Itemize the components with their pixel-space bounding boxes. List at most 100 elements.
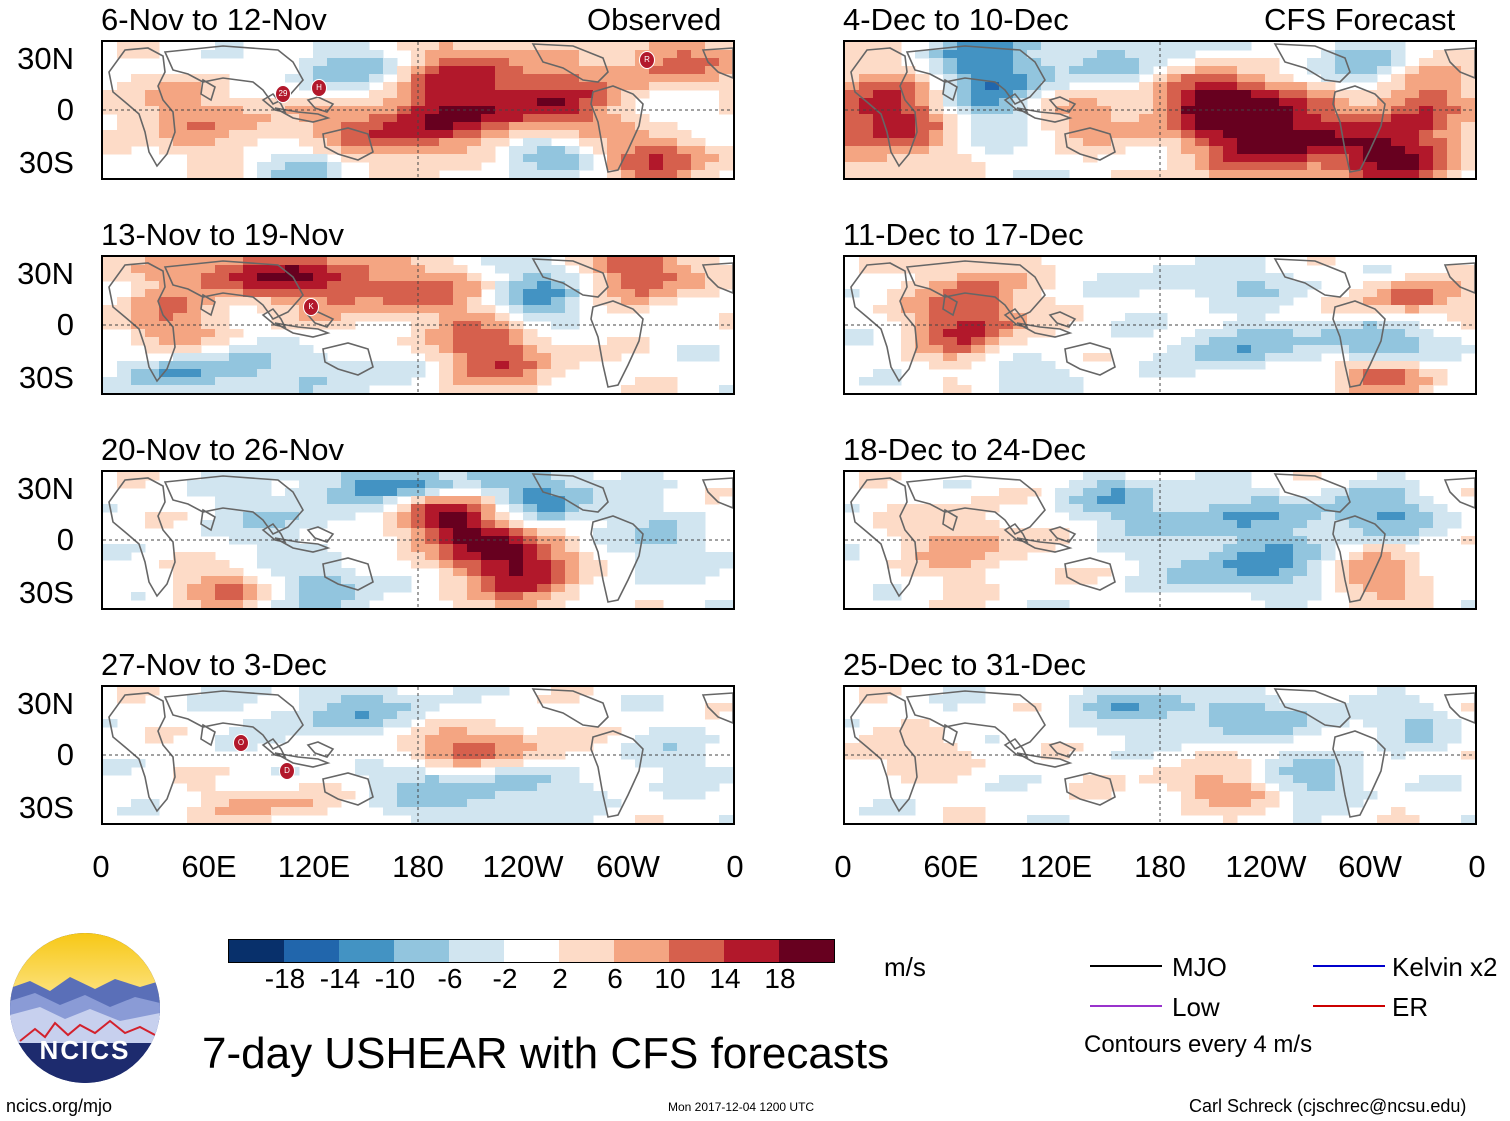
field-cell [509,759,524,768]
field-cell [187,560,202,569]
field-cell [327,297,342,306]
field-cell [621,743,636,752]
field-cell [131,82,146,91]
field-cell [551,695,566,704]
field-cell [509,767,524,776]
field-cell [971,90,986,99]
field-cell [327,98,342,107]
field-cell [313,130,328,139]
field-cell [915,727,930,736]
field-cell [1097,496,1112,505]
field-cell [943,504,958,513]
field-cell [439,162,454,171]
field-cell [845,90,860,99]
field-cell [327,592,342,601]
field-cell [1405,305,1420,314]
field-cell [327,146,342,155]
field-cell [621,512,636,521]
field-cell [453,361,468,370]
field-cell [145,472,160,481]
field-cell [1055,42,1070,51]
field-cell [649,170,664,178]
field-cell [537,512,552,521]
field-cell [1251,552,1266,561]
field-cell [915,719,930,728]
field-cell [159,560,174,569]
x-tick-label: 60W [1338,849,1402,884]
field-cell [453,496,468,505]
field-cell [439,50,454,59]
field-cell [1083,353,1098,362]
field-cell [663,50,678,59]
field-cell [187,170,202,178]
field-cell [495,584,510,593]
field-cell [691,162,706,171]
field-cell [439,472,454,481]
field-cell [1125,488,1140,497]
field-cell [1069,576,1084,585]
field-cell [509,122,524,131]
field-cell [1349,369,1364,378]
field-cell [257,807,272,816]
field-cell [1265,488,1280,497]
field-cell [341,257,356,266]
field-cell [1097,66,1112,75]
field-cell [691,560,706,569]
field-cell [1223,82,1238,91]
field-cell [1069,106,1084,115]
field-cell [1097,711,1112,720]
field-cell [1223,289,1238,298]
field-cell [201,799,216,808]
field-cell [663,273,678,282]
field-cell [929,727,944,736]
field-cell [439,329,454,338]
field-cell [705,735,720,744]
field-cell [327,170,342,178]
field-cell [299,369,314,378]
field-cell [453,687,468,696]
field-cell [173,90,188,99]
field-cell [439,98,454,107]
field-cell [1237,305,1252,314]
field-cell [705,353,720,362]
field-cell [1097,480,1112,489]
field-cell [887,297,902,306]
field-cell [201,480,216,489]
field-cell [943,520,958,529]
field-cell [453,281,468,290]
field-cell [229,50,244,59]
field-cell [523,775,538,784]
field-cell [1265,114,1280,123]
field-cell [971,584,986,593]
field-cell [355,496,370,505]
field-cell [1055,82,1070,91]
field-cell [1335,807,1350,816]
field-cell [481,98,496,107]
field-cell [1181,576,1196,585]
field-cell [1363,337,1378,346]
field-cell [215,98,230,107]
field-cell [607,146,622,155]
field-cell [1405,66,1420,75]
field-cell [509,536,524,545]
field-cell [859,138,874,147]
field-cell [677,146,692,155]
field-cell [229,584,244,593]
field-cell [523,472,538,481]
field-cell [495,361,510,370]
field-cell [1349,345,1364,354]
field-cell [509,472,524,481]
field-cell [397,520,412,529]
field-cell [1433,162,1448,171]
field-cell [257,353,272,362]
field-cell [929,114,944,123]
field-cell [299,512,314,521]
field-cell [243,273,258,282]
field-cell [915,767,930,776]
field-cell [705,560,720,569]
field-cell [481,560,496,569]
field-cell [243,106,258,115]
field-cell [145,520,160,529]
field-cell [1349,592,1364,601]
field-cell [579,82,594,91]
